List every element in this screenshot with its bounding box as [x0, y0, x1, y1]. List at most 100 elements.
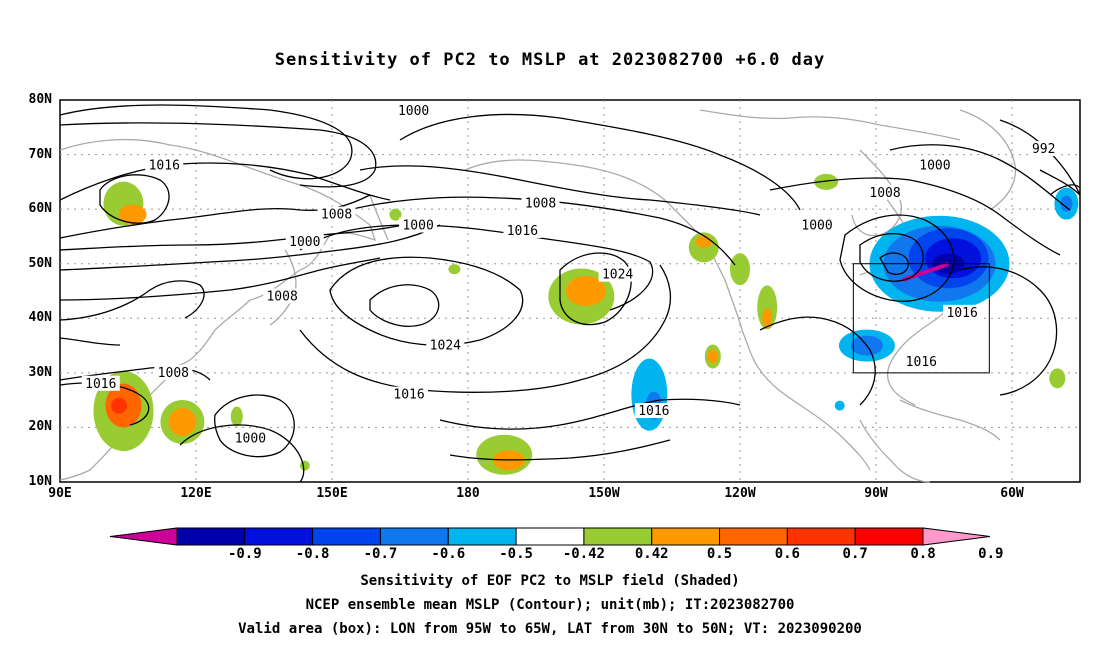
contour-label: 1008 — [158, 366, 189, 381]
sensitivity-patch — [762, 308, 773, 329]
lon-label: 90W — [864, 486, 888, 501]
caption-line-3: Valid area (box): LON from 95W to 65W, L… — [238, 621, 862, 637]
contour-label-bg — [394, 102, 433, 118]
sensitivity-patch — [389, 208, 402, 221]
contour-label: 1008 — [525, 197, 556, 212]
contour-label: 1000 — [289, 235, 320, 250]
coast-caribbean — [899, 399, 1001, 441]
sensitivity-patch — [695, 235, 712, 248]
contour-label: 1008 — [321, 208, 352, 223]
colorbar-min-arrow — [109, 527, 178, 546]
sensitivity-patch — [730, 253, 750, 286]
contour-label-bg — [1028, 141, 1059, 157]
contour-label-bg — [263, 288, 302, 304]
colorbar-tick-label: 0.6 — [774, 546, 800, 562]
contour-label: 1016 — [85, 377, 116, 392]
lon-label: 120W — [724, 486, 756, 501]
coast-hudson — [851, 149, 902, 237]
sensitivity-patch — [1049, 368, 1066, 389]
contour-label: 1016 — [393, 388, 424, 403]
colorbar-tick-label: 0.8 — [910, 546, 936, 562]
colorbar-tick-label: 0.7 — [842, 546, 868, 562]
colorbar-segment — [719, 527, 788, 546]
coast-central-america — [859, 419, 931, 483]
coast-kamchatka — [369, 194, 389, 241]
contour-label-bg — [598, 266, 637, 282]
contour-label: 992 — [1032, 142, 1055, 157]
colorbar-segment — [515, 527, 585, 546]
contour-label: 1000 — [801, 219, 832, 234]
sensitivity-patch — [757, 285, 778, 330]
sensitivity-patch — [448, 264, 461, 275]
colorbar-max-arrow — [922, 527, 991, 546]
colorbar-segment — [312, 527, 381, 546]
contour-label: 1000 — [235, 431, 266, 446]
colorbar-tick-label: -0.6 — [431, 546, 466, 562]
lat-label: 70N — [28, 146, 52, 162]
colorbar-segment — [447, 527, 517, 546]
colorbar-segment — [854, 527, 924, 546]
lat-label: 20N — [28, 419, 52, 435]
contour-label: 1024 — [602, 268, 633, 283]
sensitivity-shading — [93, 173, 1079, 475]
contour-label-bg — [902, 353, 941, 369]
contour-label-bg — [81, 375, 120, 391]
contour-label: 1016 — [946, 306, 977, 321]
contour-label-bg — [798, 217, 837, 233]
contour-label-bg — [943, 304, 982, 320]
sensitivity-patch — [168, 407, 197, 436]
sensitivity-patch — [814, 173, 839, 190]
sensitivity-patch — [834, 400, 845, 411]
contour-label: 1016 — [149, 158, 180, 173]
sensitivity-patch — [110, 397, 127, 414]
contour-label-bg — [866, 184, 905, 200]
colorbar-tick-label: -0.5 — [499, 546, 533, 562]
colorbar-segment — [244, 527, 314, 546]
contour-label-bg — [399, 217, 438, 233]
colorbar-tick-label: -0.42 — [562, 546, 605, 562]
contour-label: 1016 — [906, 355, 937, 370]
map-title: Sensitivity of PC2 to MSLP at 2023082700… — [274, 50, 826, 70]
caption-line-2: NCEP ensemble mean MSLP (Contour); unit(… — [305, 597, 795, 613]
lat-label: 40N — [28, 310, 52, 326]
contour-label-bg — [285, 233, 324, 249]
contour-label-bg — [390, 386, 429, 402]
contour-label: 1000 — [402, 219, 433, 234]
contour-label: 1016 — [638, 404, 669, 419]
contour-label-bg — [145, 157, 184, 173]
colorbar-tick-label: 0.9 — [978, 546, 1004, 562]
sensitivity-patch — [230, 406, 243, 427]
contour-label: 1016 — [507, 224, 538, 239]
coast-greenland — [959, 109, 1017, 211]
coast-alaska — [464, 159, 871, 471]
sensitivity-patch — [1060, 195, 1073, 212]
colorbar-tick-label: -0.7 — [363, 546, 398, 562]
contour-label-bg — [915, 157, 954, 173]
lon-label: 120E — [180, 486, 212, 501]
contour-label-bg — [521, 195, 560, 211]
contour-label: 1008 — [869, 186, 900, 201]
sensitivity-patch — [707, 349, 718, 364]
colorbar-segment — [651, 527, 721, 546]
colorbar-tick-label: -0.9 — [227, 546, 262, 562]
contour-label-bg — [503, 222, 542, 238]
contour-label: 1000 — [919, 158, 950, 173]
colorbar-tick-label: 0.5 — [706, 546, 733, 562]
caption-line-1: Sensitivity of EOF PC2 to MSLP field (Sh… — [360, 573, 740, 589]
lat-label: 50N — [28, 255, 52, 271]
contour-label-bg — [154, 364, 193, 380]
contour-label-bg — [231, 430, 270, 446]
colorbar-tick-label: -0.8 — [295, 546, 330, 562]
colorbar-segment — [786, 527, 856, 546]
contour-label: 1024 — [430, 339, 461, 354]
sensitivity-patch — [299, 460, 310, 471]
lon-label: 150E — [316, 486, 348, 501]
contour-label-bg — [317, 206, 356, 222]
sensitivity-patch — [118, 204, 147, 225]
contour-label: 1000 — [398, 104, 429, 119]
colorbar-segment — [379, 527, 449, 546]
lon-label: 90E — [48, 486, 72, 501]
lat-label: 30N — [28, 364, 52, 380]
